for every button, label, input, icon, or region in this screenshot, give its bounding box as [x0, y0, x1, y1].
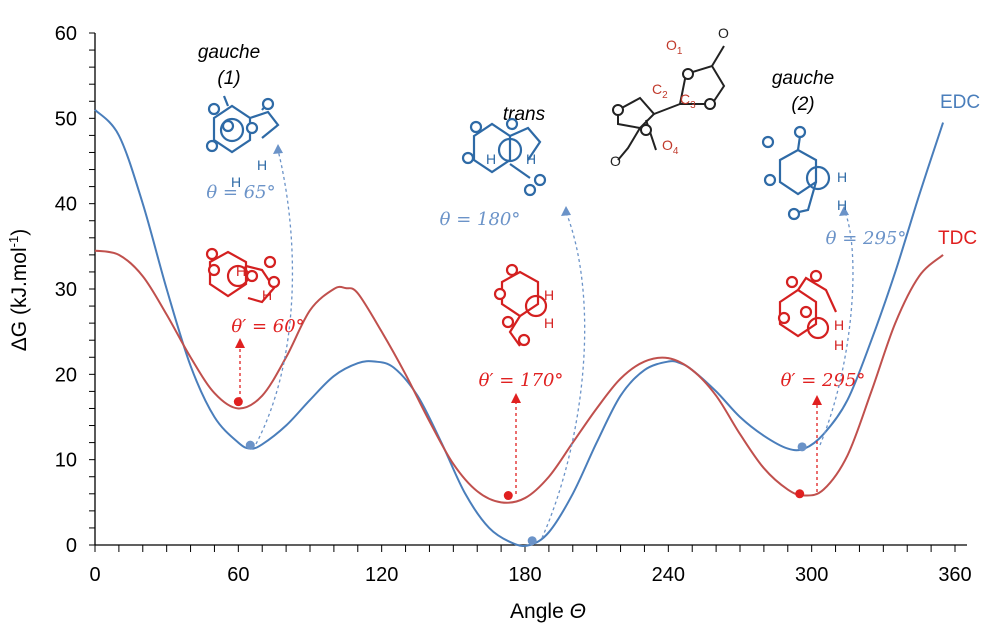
marker-edc	[797, 442, 807, 452]
x-tick-label: 360	[938, 564, 971, 586]
y-axis-title: ΔG (kJ.mol-1)	[6, 229, 31, 351]
molecule-edc-gauche2	[761, 125, 831, 221]
reference-o-bottom: O	[610, 153, 621, 169]
edc-arrowhead-gauche2	[839, 206, 849, 216]
marker-edc	[527, 536, 537, 546]
edc-arrow-trans	[541, 211, 586, 539]
molecule-edc-trans	[461, 117, 547, 197]
y-tick-label: 60	[55, 23, 77, 45]
y-tick-label: 30	[55, 279, 77, 301]
edc-angle-295: θ = 295°	[826, 228, 907, 249]
molecule-tdc-gauche1	[205, 247, 281, 304]
reference-structure	[612, 45, 726, 161]
axes: 0 60 120 180 240 300 360 0 10 20 30 40 50 60	[55, 23, 972, 586]
tdc-angle-170: θ′ = 170°	[479, 370, 564, 391]
edc-arrow-gauche1	[255, 149, 294, 445]
x-tick-label: 120	[365, 564, 398, 586]
edc-gauche1-h2: H	[257, 157, 267, 173]
markers-layer	[233, 397, 807, 546]
tdc-arrowhead-gauche1	[235, 338, 245, 348]
reference-o4: O4	[662, 137, 679, 157]
y-tick-label: 10	[55, 450, 77, 472]
reference-c3: C3	[680, 91, 696, 111]
tdc-arrowhead-gauche2	[812, 395, 822, 405]
molecule-edc-gauche1	[205, 95, 280, 154]
tdc-trans-h2: H	[544, 315, 554, 331]
reference-o-top: O	[718, 25, 729, 41]
x-tick-label: 300	[795, 564, 828, 586]
arrow-heads	[235, 144, 849, 405]
edc-gauche2-h1: H	[837, 169, 847, 185]
tdc-arrowhead-trans	[511, 393, 521, 403]
edc-gauche2-h2: H	[837, 197, 847, 213]
edc-angle-180: θ = 180°	[440, 209, 521, 230]
y-tick-label: 40	[55, 194, 77, 216]
edc-arrowhead-gauche1	[273, 144, 283, 154]
edc-arrow-gauche2	[819, 211, 854, 446]
tdc-series-label: TDC	[938, 228, 977, 249]
y-tick-label: 50	[55, 108, 77, 130]
y-tick-label: 0	[66, 535, 77, 557]
edc-series-label: EDC	[940, 92, 980, 113]
gauche2-number: (2)	[791, 94, 814, 115]
tdc-gauche2-h2: H	[834, 337, 844, 353]
x-tick-label: 0	[89, 564, 100, 586]
tdc-angle-295: θ′ = 295°	[781, 370, 866, 391]
edc-arrowhead-trans	[561, 206, 571, 216]
x-tick-label: 240	[652, 564, 685, 586]
edc-angle-65: θ = 65°	[206, 182, 275, 203]
tdc-angle-60: θ′ = 60°	[231, 316, 304, 337]
x-tick-label: 60	[227, 564, 249, 586]
molecule-tdc-trans	[493, 263, 548, 347]
x-axis-title: Angle Θ	[510, 600, 586, 623]
gauche1-label: gauche	[198, 42, 260, 63]
tdc-gauche1-h2: H	[262, 287, 272, 303]
reference-c2: C2	[652, 81, 668, 101]
marker-tdc	[503, 491, 513, 501]
marker-tdc	[233, 397, 243, 407]
tdc-gauche1-h1: H	[236, 263, 246, 279]
reference-o1: O1	[666, 37, 683, 57]
tdc-gauche2-h1: H	[834, 317, 844, 333]
marker-tdc	[795, 489, 805, 499]
tdc-trans-h1: H	[544, 287, 554, 303]
molecule-tdc-gauche2	[777, 269, 838, 340]
edc-trans-h2: H	[526, 151, 536, 167]
gauche1-number: (1)	[217, 68, 240, 89]
y-tick-label: 20	[55, 364, 77, 386]
edc-gauche1-h1: H	[231, 174, 241, 190]
x-tick-label: 180	[508, 564, 541, 586]
edc-trans-h1: H	[486, 151, 496, 167]
gauche2-label: gauche	[772, 68, 834, 89]
annotation-arrows	[239, 149, 854, 539]
marker-edc	[245, 440, 255, 450]
series-line-tdc	[94, 249, 944, 504]
